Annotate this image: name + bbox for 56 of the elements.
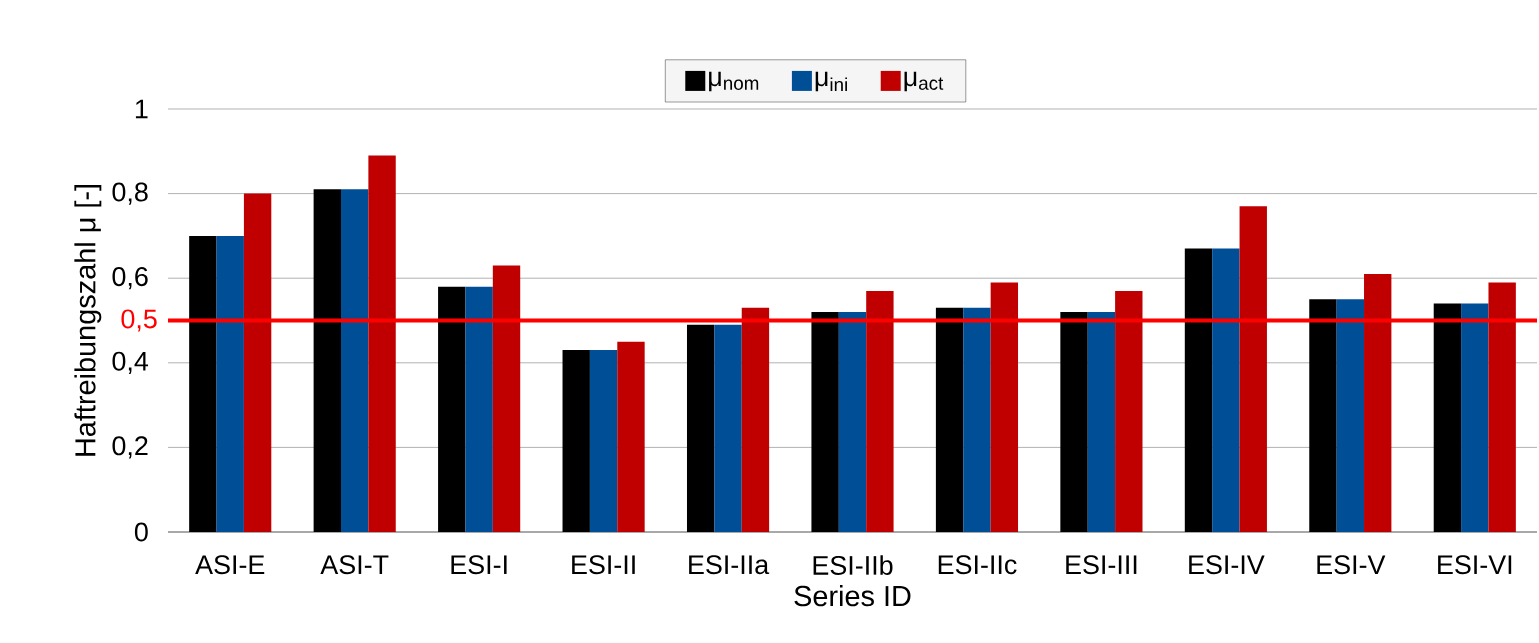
- bar: [811, 312, 839, 532]
- bar: [313, 189, 341, 532]
- bar: [1433, 303, 1462, 532]
- bar: [1461, 303, 1489, 532]
- bar: [714, 324, 742, 532]
- bar: [438, 286, 466, 532]
- x-tick-label: ESI-IIc: [938, 555, 1017, 575]
- x-tick-label: ESI-IIa: [689, 555, 770, 575]
- x-tick-label: ESI-IV: [1189, 555, 1265, 575]
- y-axis-title: Haftreibungszahl μ [-]: [74, 185, 102, 456]
- bar: [1184, 248, 1213, 532]
- y-tick-label: 1: [135, 99, 148, 119]
- x-tick-label: ESI-I: [451, 555, 507, 575]
- bar: [963, 307, 991, 532]
- x-tick-label: ESI-V: [1317, 555, 1386, 575]
- bar: [686, 324, 715, 532]
- bar: [935, 307, 964, 532]
- bar: [492, 265, 521, 532]
- bar: [617, 341, 645, 532]
- bar: [368, 155, 396, 532]
- x-tick-label: ASI-E: [195, 555, 265, 575]
- bar: [1115, 290, 1143, 532]
- x-tick-label: ESI-IIb: [813, 555, 893, 575]
- x-axis-title: Series ID: [794, 585, 911, 607]
- bar: [243, 193, 272, 532]
- x-tick-label: ESI-VI: [1438, 555, 1512, 575]
- legend-label: μ$_{ini}$: [815, 71, 847, 92]
- bar: [216, 235, 244, 532]
- bar: [1087, 312, 1116, 532]
- bar: [838, 312, 867, 532]
- bar: [562, 350, 590, 532]
- bar: [589, 350, 618, 532]
- x-tick-label: ESI-III: [1066, 555, 1137, 575]
- bar: [1212, 248, 1240, 532]
- bar: [340, 189, 369, 532]
- bar: [990, 282, 1019, 532]
- y-tick-label: 0,2: [112, 436, 148, 459]
- bar: [741, 307, 770, 532]
- bar: [866, 290, 894, 532]
- bar: [1060, 312, 1088, 532]
- legend-label: μ$_{act}$: [904, 71, 944, 92]
- legend-label: μ$_{nom}$: [709, 71, 759, 92]
- bar: [189, 235, 217, 532]
- bar: [1336, 299, 1365, 532]
- x-tick-label: ASI-T: [320, 555, 389, 575]
- ref-line-label: 0,5: [121, 309, 157, 332]
- bar: [1488, 282, 1516, 532]
- bar: [465, 286, 493, 532]
- y-tick-label: 0,6: [112, 267, 148, 290]
- bar: [1364, 273, 1392, 532]
- y-tick-label: 0: [134, 522, 148, 542]
- bar: [1309, 299, 1337, 532]
- x-tick-label: ESI-II: [572, 555, 635, 575]
- y-tick-label: 0,4: [112, 351, 149, 374]
- y-tick-label: 0,8: [112, 182, 148, 205]
- bar: [1239, 206, 1267, 532]
